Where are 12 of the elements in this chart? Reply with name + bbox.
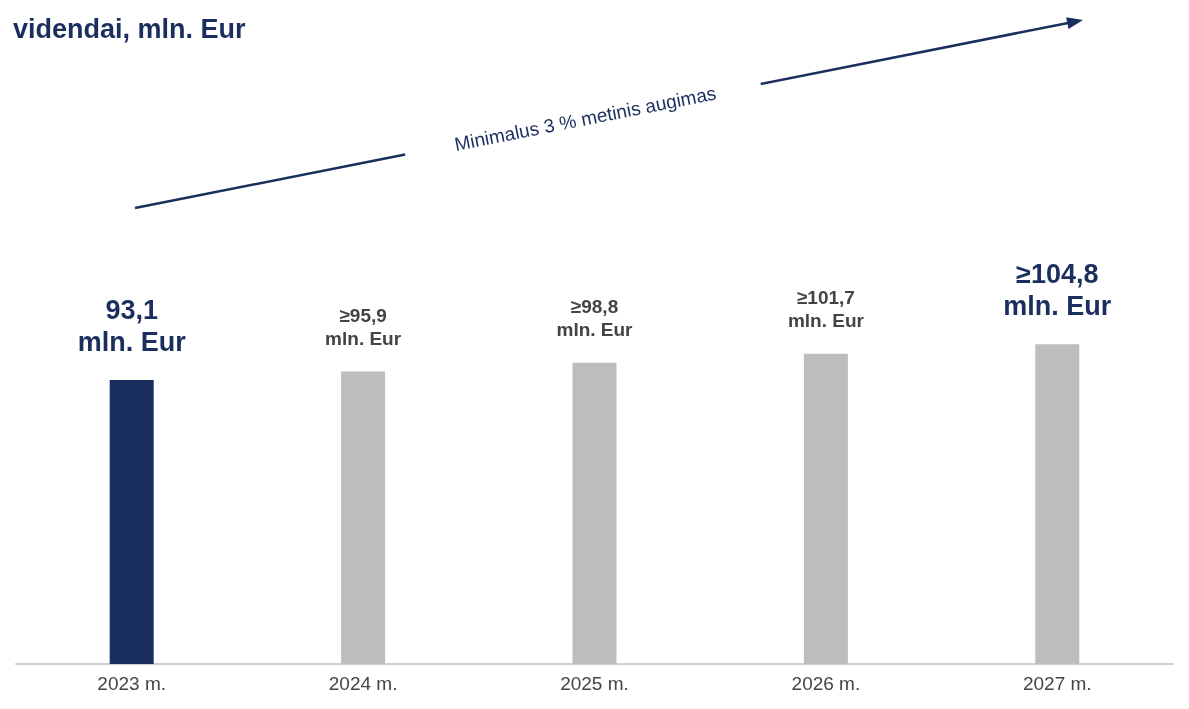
data-label: ≥101,7 mln. Eur bbox=[787, 286, 865, 331]
x-tick-label: 2024 m. bbox=[328, 673, 398, 694]
x-tick-label: 2025 m. bbox=[560, 673, 629, 694]
x-tick-label: 2026 m. bbox=[791, 673, 861, 694]
data-label: ≥104,8 mln. Eur bbox=[1003, 259, 1112, 322]
chart-title: videndai, mln. Eur bbox=[13, 13, 247, 44]
data-label: ≥98,8 mln. Eur bbox=[556, 295, 634, 340]
x-tick-label: 2023 m. bbox=[97, 673, 167, 694]
data-label: ≥95,9 mln. Eur bbox=[325, 304, 402, 349]
x-tick-label: 2027 m. bbox=[1022, 673, 1092, 694]
data-label: 93,1 mln. Eur bbox=[77, 295, 187, 358]
text: Minimalus 3 % metinis augimas bbox=[452, 82, 718, 155]
